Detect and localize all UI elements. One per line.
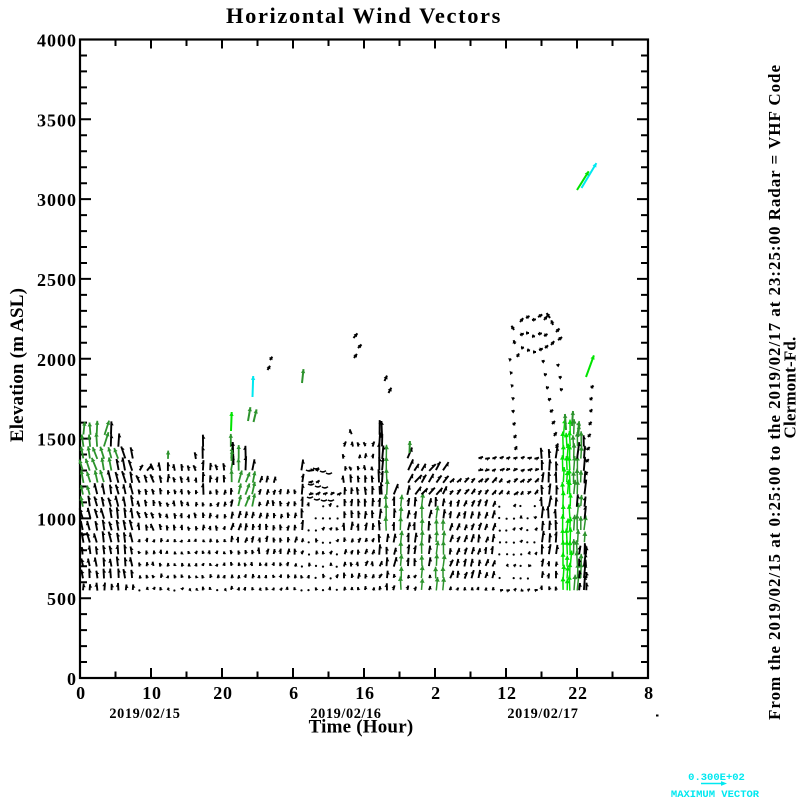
svg-text:From the 2019/02/15 at 0:25:0: From the 2019/02/15 at 0:25:00 to the 20… xyxy=(765,64,784,720)
svg-text:10: 10 xyxy=(142,683,162,703)
svg-text:12: 12 xyxy=(497,683,517,703)
svg-text:Elevation (m ASL): Elevation (m ASL) xyxy=(7,288,28,442)
svg-text:1500: 1500 xyxy=(37,430,77,450)
svg-text:2000: 2000 xyxy=(37,350,77,370)
svg-text:16: 16 xyxy=(355,683,375,703)
svg-text:6: 6 xyxy=(289,683,299,703)
svg-text:8: 8 xyxy=(644,683,654,703)
svg-text:0: 0 xyxy=(76,683,86,703)
svg-text:1000: 1000 xyxy=(37,509,77,529)
svg-text:2: 2 xyxy=(431,683,441,703)
svg-text:500: 500 xyxy=(47,589,77,609)
svg-text:2500: 2500 xyxy=(37,270,77,290)
svg-text:MAXIMUM VECTOR: MAXIMUM VECTOR xyxy=(671,789,760,800)
svg-text:2019/02/15: 2019/02/15 xyxy=(109,706,180,722)
svg-text:2019/02/16: 2019/02/16 xyxy=(310,706,381,722)
svg-text:22: 22 xyxy=(568,683,588,703)
svg-text:3500: 3500 xyxy=(37,110,77,130)
svg-text:0: 0 xyxy=(67,669,77,689)
svg-text:20: 20 xyxy=(213,683,233,703)
svg-text:4000: 4000 xyxy=(37,31,77,51)
svg-text:2019/02/17: 2019/02/17 xyxy=(507,706,578,722)
svg-text:Time (Hour): Time (Hour) xyxy=(309,717,414,738)
svg-text:Clermont-Fd.: Clermont-Fd. xyxy=(781,336,800,438)
svg-text:Horizontal Wind Vectors: Horizontal Wind Vectors xyxy=(226,3,502,28)
svg-text:0.300E+02: 0.300E+02 xyxy=(688,772,745,784)
svg-text:3000: 3000 xyxy=(37,190,77,210)
